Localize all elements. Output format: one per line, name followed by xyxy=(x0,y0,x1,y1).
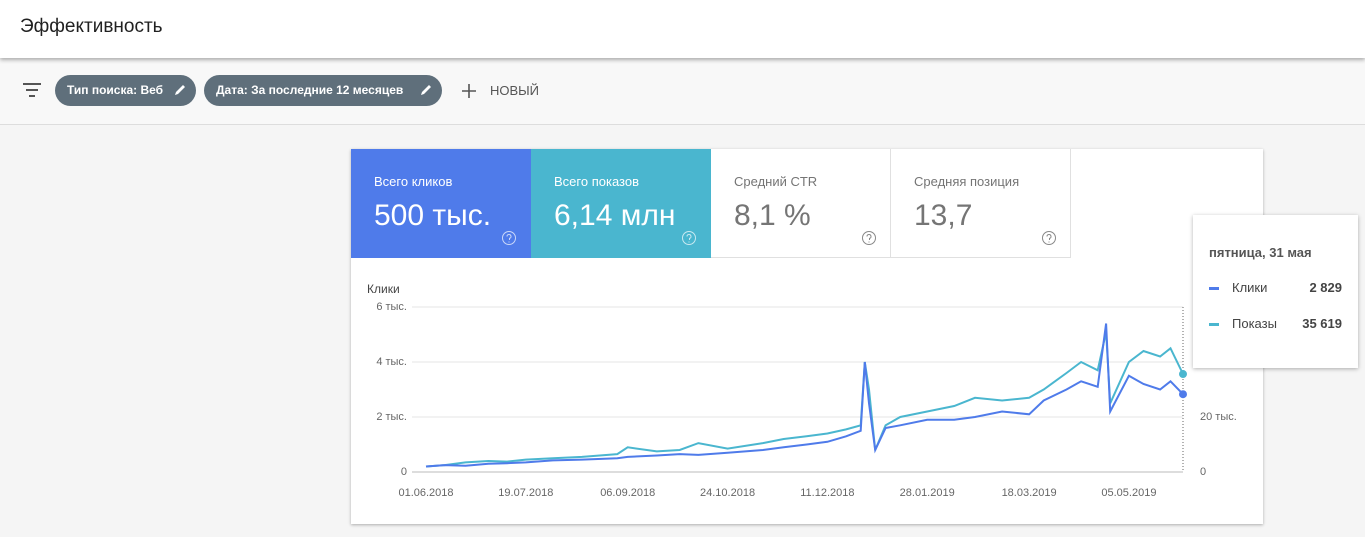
legend-swatch xyxy=(1209,323,1219,326)
y-tick-label: 0 xyxy=(401,466,407,478)
y2-tick-label: 20 тыс. xyxy=(1200,411,1237,423)
y-tick-label: 4 тыс. xyxy=(376,356,407,368)
x-tick-label: 01.06.2018 xyxy=(398,487,453,499)
header: Эффективность xyxy=(0,0,1365,58)
filter-bar: Тип поиска: Веб Дата: За последние 12 ме… xyxy=(0,60,1365,125)
new-filter[interactable]: НОВЫЙ xyxy=(490,83,540,98)
metric-value: 8,1 % xyxy=(734,199,811,232)
y2-tick-label: 0 xyxy=(1200,466,1206,478)
hover-dot xyxy=(1179,370,1187,379)
metric-value: 6,14 млн xyxy=(554,199,676,232)
help-icon[interactable] xyxy=(501,230,517,246)
metric-tile[interactable]: Всего показов 6,14 млн xyxy=(531,149,711,258)
legend-swatch xyxy=(1209,287,1219,290)
chip-label: Дата: За последние 12 месяцев xyxy=(216,83,404,97)
metric-label: Всего показов xyxy=(554,174,639,189)
help-icon[interactable] xyxy=(1041,230,1057,246)
chip[interactable]: Дата: За последние 12 месяцев xyxy=(204,75,442,106)
chip-label: Тип поиска: Веб xyxy=(67,83,164,97)
y-tick-label: 2 тыс. xyxy=(376,411,407,423)
metric-value: 13,7 xyxy=(914,199,973,232)
metric-tile[interactable]: Средний CTR 8,1 % xyxy=(711,149,891,258)
series-line xyxy=(425,323,1184,468)
metric-tile[interactable]: Средняя позиция 13,7 xyxy=(891,149,1071,258)
tooltip-title: пятница, 31 мая xyxy=(1209,245,1312,260)
y-axis-label: Клики xyxy=(367,282,400,296)
tooltip: пятница, 31 мая Клики 2 829 Показы 35 61… xyxy=(1193,215,1358,368)
metric-tile[interactable]: Всего кликов 500 тыс. xyxy=(351,149,531,258)
x-tick-label: 06.09.2018 xyxy=(600,487,655,499)
x-tick-label: 24.10.2018 xyxy=(700,487,755,499)
x-tick-label: 19.07.2018 xyxy=(498,487,553,499)
metric-label: Средний CTR xyxy=(734,174,818,189)
edit-icon xyxy=(175,85,185,95)
hover-dot xyxy=(1179,390,1187,399)
legend-label: Клики xyxy=(1232,280,1268,295)
tooltip-value: 35 619 xyxy=(1302,316,1342,331)
help-icon[interactable] xyxy=(861,230,877,246)
x-tick-label: 28.01.2019 xyxy=(900,487,955,499)
series-line xyxy=(425,331,1184,468)
plus-icon[interactable] xyxy=(461,83,477,99)
legend-label: Показы xyxy=(1232,316,1277,331)
y-tick-label: 6 тыс. xyxy=(376,301,407,313)
x-tick-label: 18.03.2019 xyxy=(1002,487,1057,499)
x-tick-label: 05.05.2019 xyxy=(1101,487,1156,499)
help-icon[interactable] xyxy=(681,230,697,246)
x-tick-label: 11.12.2018 xyxy=(800,487,854,499)
tooltip-value: 2 829 xyxy=(1309,280,1342,295)
page-title: Эффективность xyxy=(20,16,163,37)
metric-label: Средняя позиция xyxy=(914,174,1020,189)
chip[interactable]: Тип поиска: Веб xyxy=(55,75,196,106)
edit-icon xyxy=(421,85,431,95)
metric-value: 500 тыс. xyxy=(374,199,492,232)
filter-icon[interactable] xyxy=(22,82,42,98)
metric-label: Всего кликов xyxy=(374,174,453,189)
